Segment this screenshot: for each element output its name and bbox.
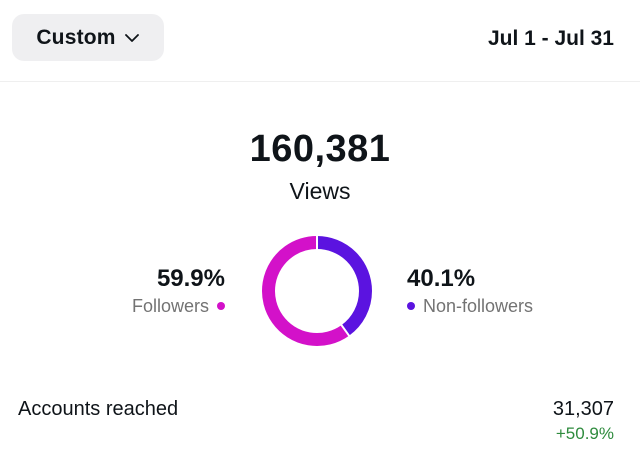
- accounts-reached-row[interactable]: Accounts reached 31,307 +50.9%: [18, 398, 614, 448]
- total-views-label: Views: [289, 178, 351, 204]
- non-followers-dot-icon: [407, 302, 415, 310]
- followers-percent: 59.9%: [156, 265, 225, 292]
- non-followers-percent: 40.1%: [407, 265, 476, 292]
- range-selector-label: Custom: [36, 25, 116, 49]
- views-donut-chart: [262, 235, 372, 346]
- donut-segment-followers: [262, 236, 372, 346]
- total-views-value: 160,381: [249, 128, 391, 170]
- non-followers-legend-row: Non-followers: [407, 294, 533, 318]
- accounts-reached-label: Accounts reached: [18, 398, 179, 420]
- donut-separator-middle: [340, 324, 351, 337]
- header-bar: Custom Jul 1 - Jul 31: [0, 0, 640, 82]
- accounts-reached-value: 31,307: [552, 398, 614, 420]
- non-followers-label: Non-followers: [423, 296, 534, 316]
- followers-dot-icon: [217, 302, 225, 310]
- range-selector-button[interactable]: Custom: [12, 14, 164, 61]
- chevron-down-icon: [124, 30, 140, 46]
- followers-segment-legend: 59.9% Followers: [132, 264, 225, 318]
- accounts-reached-change: +50.9%: [555, 424, 614, 443]
- followers-legend-row: Followers: [132, 294, 225, 318]
- followers-label: Followers: [131, 296, 209, 316]
- non-followers-segment-legend: 40.1% Non-followers: [407, 264, 533, 318]
- date-range-text: Jul 1 - Jul 31: [487, 27, 614, 50]
